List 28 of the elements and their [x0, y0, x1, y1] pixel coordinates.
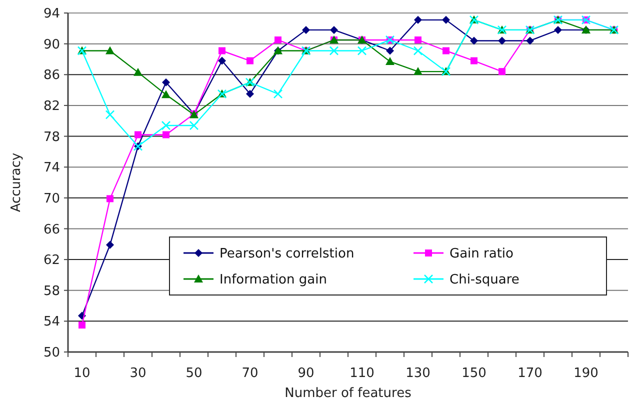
y-tick-label: 74 — [43, 160, 60, 176]
y-tick-label: 70 — [43, 191, 60, 206]
x-tick-label: 170 — [518, 366, 542, 381]
x-tick-label: 10 — [74, 366, 90, 381]
x-axis-title: Number of features — [284, 386, 412, 401]
x-tick-label: 150 — [462, 366, 486, 381]
x-tick-label: 110 — [350, 366, 374, 381]
y-tick-label: 86 — [43, 68, 60, 84]
legend-label: Information gain — [220, 272, 327, 288]
legend-label: Chi-square — [450, 272, 520, 288]
x-tick-label: 190 — [574, 366, 598, 381]
y-tick-label: 78 — [43, 130, 60, 145]
x-tick-label: 70 — [242, 366, 258, 381]
y-tick-label: 54 — [43, 314, 60, 330]
y-tick-label: 66 — [43, 222, 60, 238]
y-tick-label: 58 — [43, 284, 60, 299]
y-tick-label: 50 — [43, 346, 60, 361]
legend-label: Gain ratio — [450, 246, 514, 262]
x-tick-label: 90 — [298, 366, 314, 381]
y-tick-label: 94 — [43, 6, 60, 22]
y-tick-label: 82 — [43, 99, 60, 114]
x-tick-label: 30 — [130, 366, 146, 381]
x-tick-label: 130 — [406, 366, 430, 381]
y-axis-title: Accuracy — [9, 152, 24, 212]
legend-label: Pearson's correlstion — [220, 246, 354, 262]
y-tick-label: 90 — [43, 37, 60, 52]
y-tick-label: 62 — [43, 253, 60, 268]
x-tick-label: 50 — [186, 366, 202, 381]
